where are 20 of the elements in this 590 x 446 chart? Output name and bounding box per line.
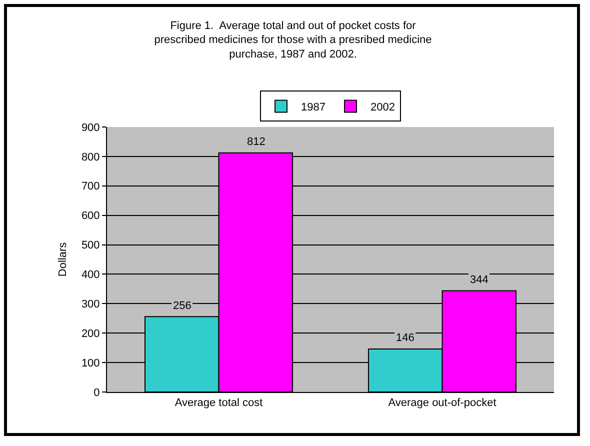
x-tick-label: Average total cost <box>174 397 263 410</box>
y-tick-label: 200 <box>81 328 100 340</box>
data-label: 344 <box>470 274 488 286</box>
y-tick-label: 700 <box>81 180 100 193</box>
data-label: 256 <box>173 300 192 312</box>
y-tick-label: 800 <box>81 151 100 164</box>
y-tick-label: 300 <box>81 298 100 311</box>
y-axis-title: Dollars <box>57 242 70 277</box>
legend-label: 1987 <box>301 101 326 114</box>
data-label: 812 <box>247 136 266 148</box>
y-tick-label: 900 <box>81 122 100 134</box>
data-label: 146 <box>396 332 414 344</box>
x-tick-label: Average out-of-pocket <box>388 397 496 410</box>
y-tick-label: 100 <box>81 357 100 370</box>
y-tick-label: 400 <box>81 269 100 282</box>
y-tick-label: 0 <box>94 386 100 399</box>
legend-label: 2002 <box>370 101 395 114</box>
y-tick-label: 600 <box>81 210 100 222</box>
y-tick-label: 500 <box>81 240 100 252</box>
chart-title: Figure 1. Average total and out of pocket costs for prescribed medicines for those with a presribed medicine purchase, 1987 and 2002. <box>154 20 432 60</box>
